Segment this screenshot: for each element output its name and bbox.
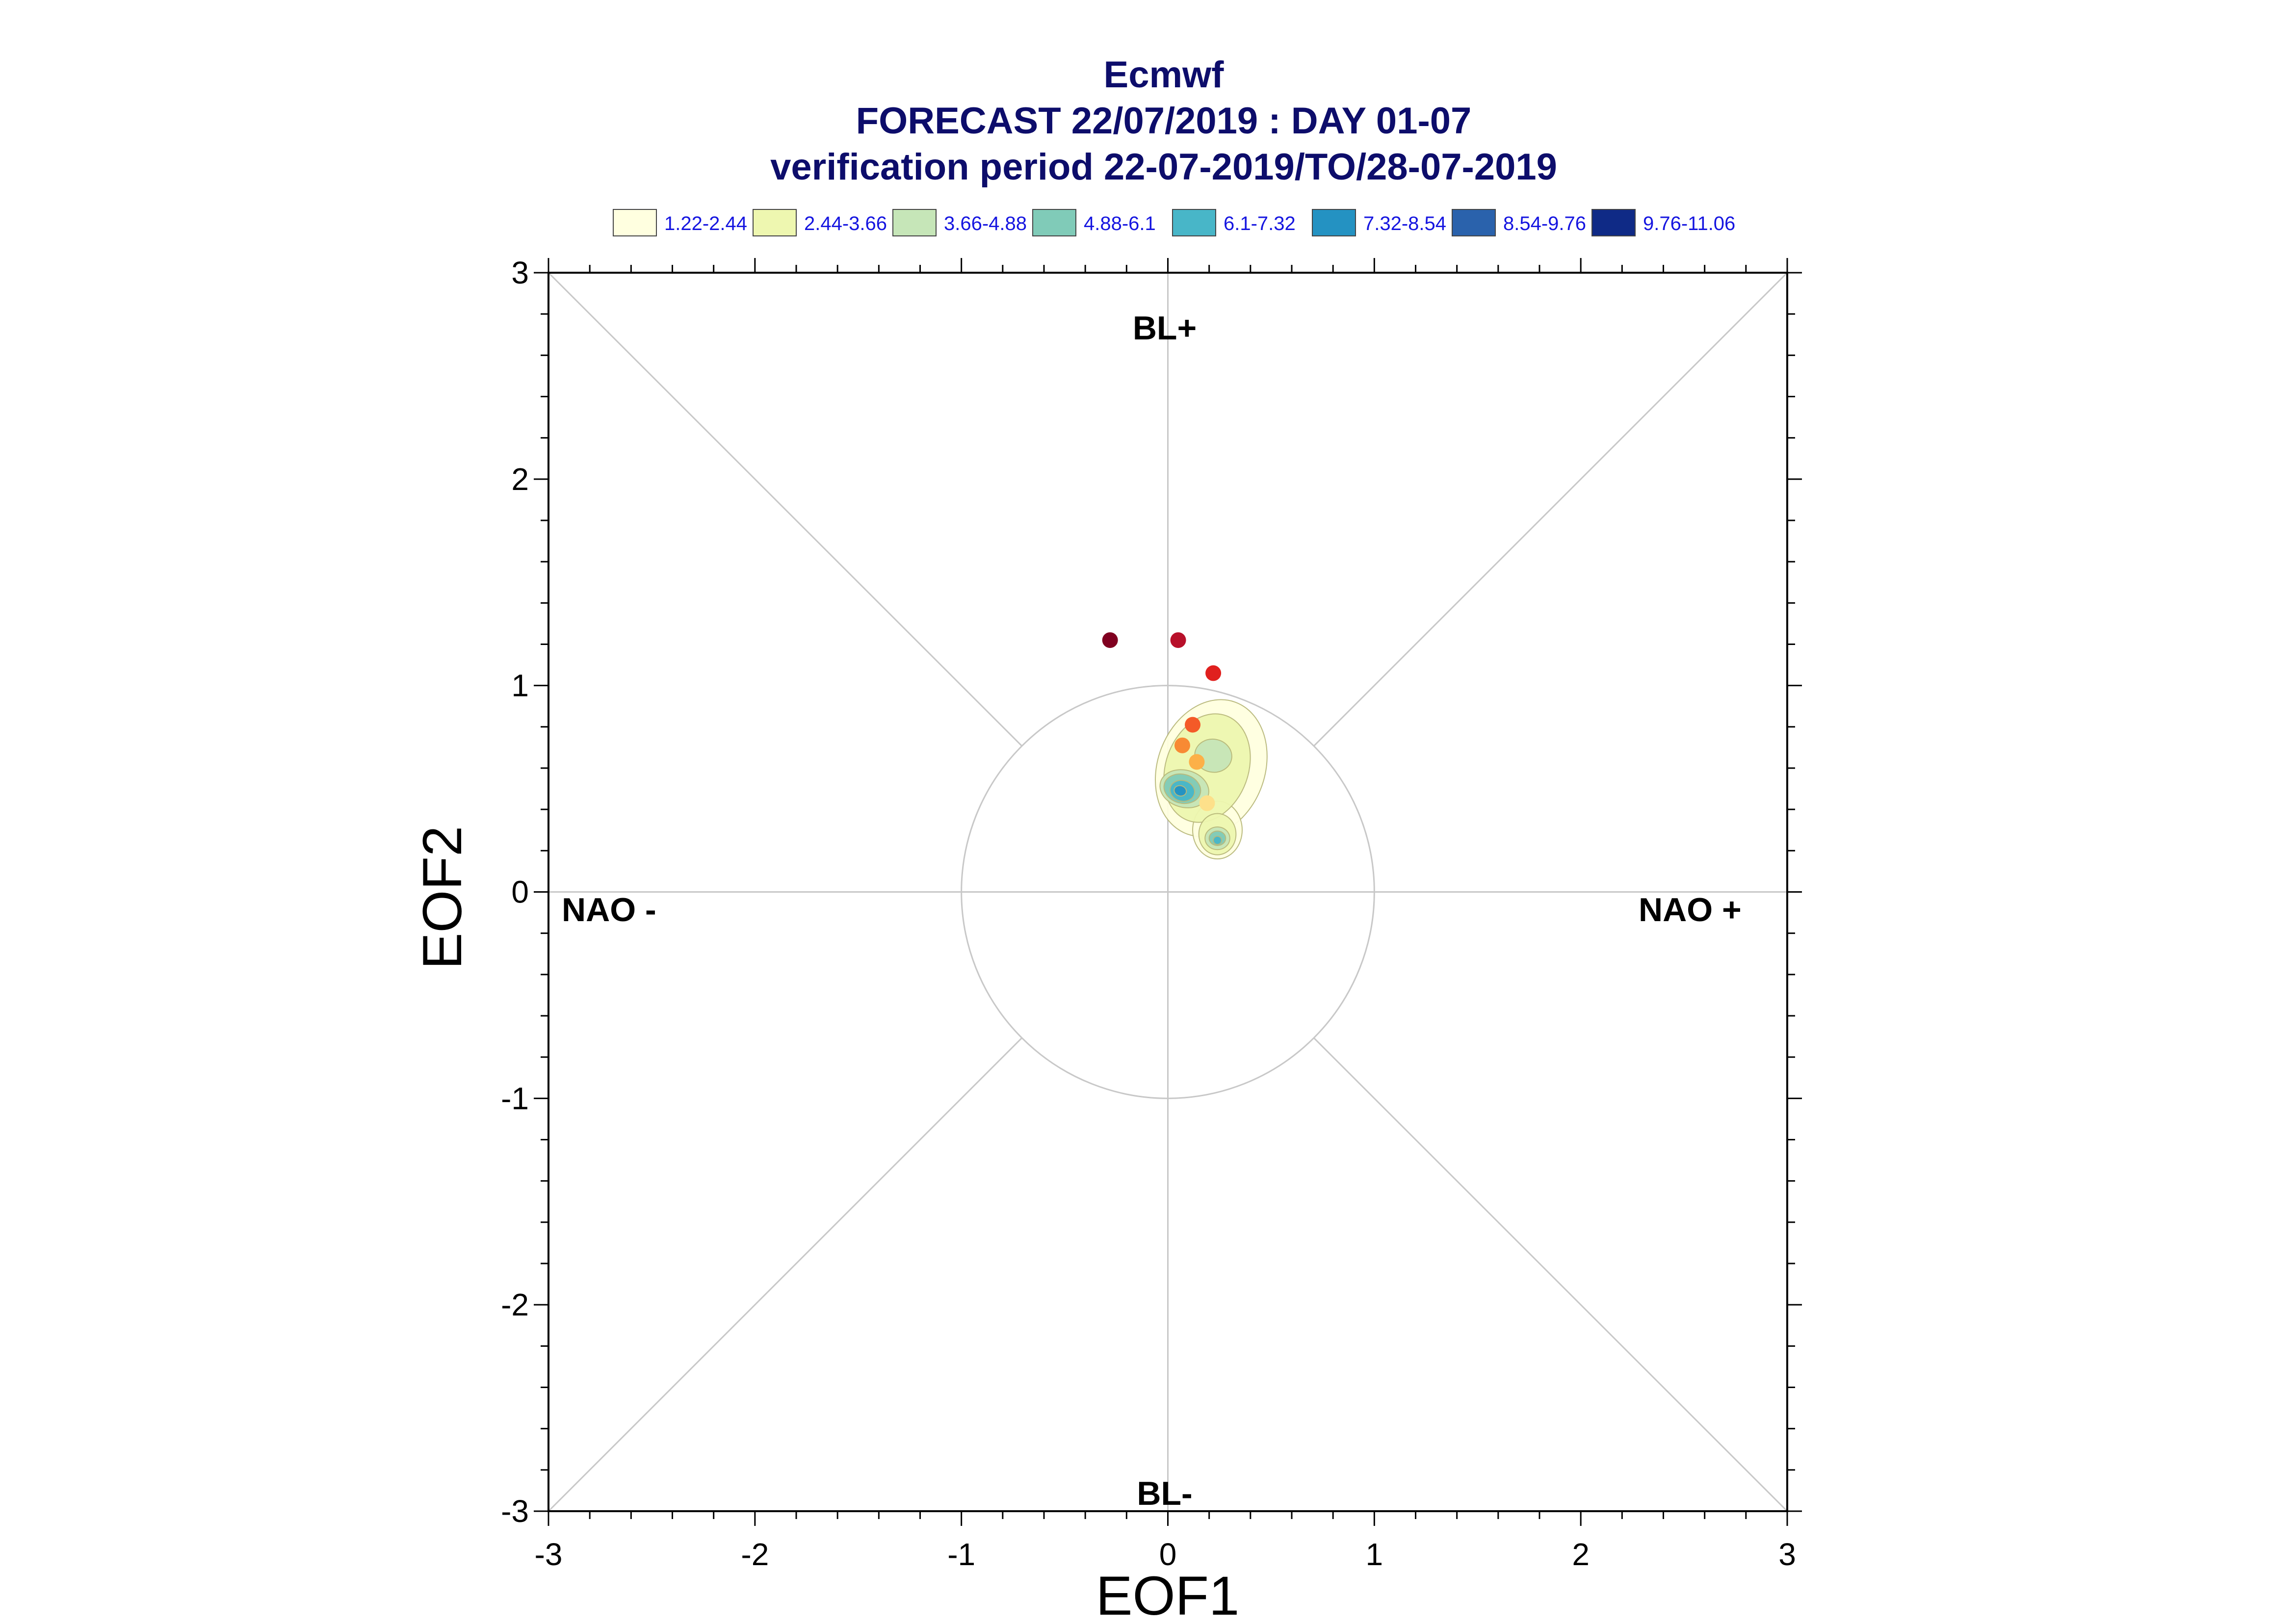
diagonal-guide: [1313, 1037, 1788, 1512]
legend-swatch: [753, 209, 797, 236]
daily-point: [1185, 717, 1200, 733]
sector-label-bottom: BL-: [1137, 1475, 1192, 1512]
daily-point: [1170, 632, 1186, 648]
legend-label: 3.66-4.88: [944, 213, 1027, 234]
diagonal-guide: [548, 272, 1022, 747]
sector-label-right: NAO +: [1639, 891, 1742, 928]
density-level-5: [1213, 835, 1222, 845]
daily-point: [1199, 795, 1215, 811]
density-contours: [1155, 699, 1268, 860]
sector-label-top: BL+: [1133, 309, 1197, 347]
x-axis-title: EOF1: [1096, 1565, 1240, 1624]
chart-subtitle: FORECAST 22/07/2019 : DAY 01-07: [856, 100, 1472, 142]
diagonal-guide: [1313, 272, 1788, 747]
x-tick-label: -2: [741, 1537, 769, 1572]
y-tick-label: 1: [511, 668, 529, 703]
y-tick-label: -1: [501, 1081, 529, 1116]
daily-point: [1174, 737, 1190, 753]
plot-background: [548, 272, 1788, 1512]
legend: 1.22-2.44 2.44-3.66 3.66-4.88 4.88-6.1 6.1-7…: [613, 209, 1735, 236]
y-tick-label: -3: [501, 1494, 529, 1529]
density-level-6: [1174, 785, 1187, 797]
legend-label: 2.44-3.66: [804, 213, 887, 234]
diagonal-guide: [548, 1037, 1022, 1512]
x-tick-label: 1: [1366, 1537, 1383, 1572]
daily-point: [1189, 754, 1205, 770]
legend-swatch: [613, 209, 657, 236]
x-tick-label: -3: [535, 1537, 563, 1572]
chart-title: Ecmwf: [1104, 54, 1225, 96]
y-axis-title: EOF2: [412, 826, 473, 970]
legend-label: 8.54-9.76: [1503, 213, 1586, 234]
x-tick-label: 2: [1572, 1537, 1590, 1572]
y-tick-label: -2: [501, 1287, 529, 1322]
legend-swatch: [1452, 209, 1496, 236]
legend-swatch: [1591, 209, 1636, 236]
sector-label-left: NAO -: [562, 891, 656, 928]
daily-point: [1205, 665, 1222, 681]
legend-label: 4.88-6.1: [1084, 213, 1156, 234]
axes: -3 -2 -1 0 1 2 3 -3 -2 -1 0 1 2 3: [501, 255, 1802, 1572]
legend-swatch: [1312, 209, 1356, 236]
x-tick-label: 3: [1778, 1537, 1796, 1572]
legend-swatch: [892, 209, 937, 236]
y-tick-label: 0: [511, 875, 529, 910]
legend-label: 1.22-2.44: [664, 213, 747, 234]
daily-points: [1102, 632, 1222, 811]
reference-circle: [961, 685, 1375, 1099]
y-tick-label: 2: [511, 462, 529, 497]
y-tick-label: 3: [511, 255, 529, 290]
x-tick-label: 0: [1159, 1537, 1177, 1572]
chart-subtitle-2: verification period 22-07-2019/TO/28-07-…: [770, 146, 1557, 188]
legend-swatch: [1172, 209, 1216, 236]
legend-label: 6.1-7.32: [1224, 213, 1296, 234]
x-tick-label: -1: [947, 1537, 975, 1572]
legend-swatch: [1032, 209, 1076, 236]
legend-label: 9.76-11.06: [1643, 213, 1735, 234]
legend-label: 7.32-8.54: [1363, 213, 1446, 234]
daily-point: [1102, 632, 1118, 648]
